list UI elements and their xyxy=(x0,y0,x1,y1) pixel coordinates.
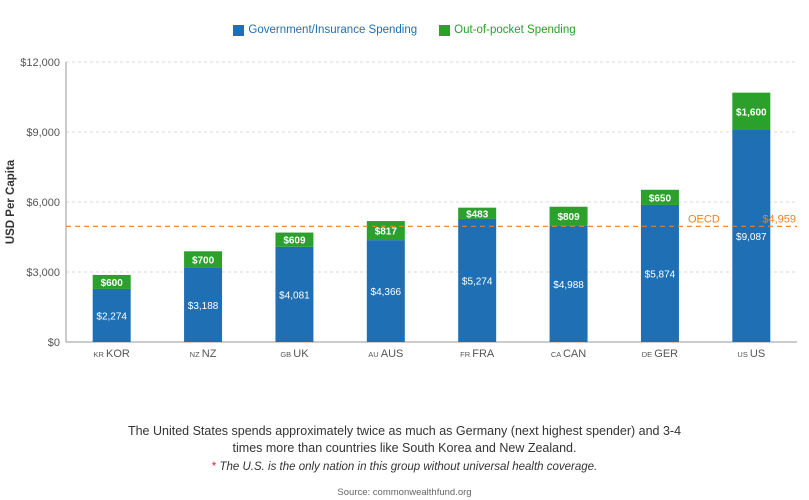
bar-government-ger xyxy=(640,204,679,342)
country-code: FR xyxy=(460,350,472,359)
bar-government-nz xyxy=(184,267,223,342)
bar-government-fra xyxy=(458,218,497,342)
x-tick-label: NZ NZ xyxy=(190,348,217,360)
data-label-government: $2,274 xyxy=(96,311,127,322)
data-label-government: $4,988 xyxy=(553,280,584,291)
bar-government-us xyxy=(732,129,771,342)
data-label-out-of-pocket: $650 xyxy=(649,193,672,204)
data-label-government: $5,274 xyxy=(462,276,493,287)
oecd-reference-value: $4,959 xyxy=(762,213,796,225)
y-tick-label: $12,000 xyxy=(20,57,60,69)
country-code: CA xyxy=(551,350,563,359)
caption-text: The United States spends approximately t… xyxy=(127,424,682,455)
y-tick-label: $6,000 xyxy=(26,197,60,209)
bar-out-of-pocket-can xyxy=(549,206,588,226)
chart-source: Source: commonwealthfund.org xyxy=(337,487,472,498)
x-tick-label: KR KOR xyxy=(94,348,130,360)
bar-out-of-pocket-nz xyxy=(184,251,223,268)
country-code: NZ xyxy=(190,350,202,359)
data-label-out-of-pocket: $600 xyxy=(101,278,124,289)
x-tick-label: FR FRA xyxy=(460,348,495,360)
country-code: DE xyxy=(642,350,655,359)
chart-footnote: * The U.S. is the only nation in this gr… xyxy=(0,461,809,473)
legend-label-government: Government/Insurance Spending xyxy=(248,24,418,36)
x-tick-label: AU AUS xyxy=(368,348,403,360)
y-tick-label: $0 xyxy=(48,337,60,349)
x-tick-label: DE GER xyxy=(642,348,678,360)
bar-out-of-pocket-kor xyxy=(92,274,131,289)
footnote-asterisk: * xyxy=(211,461,217,473)
data-label-government: $4,366 xyxy=(371,287,402,298)
country-label: US xyxy=(750,348,765,360)
legend-label-out-of-pocket: Out-of-pocket Spending xyxy=(454,24,576,36)
country-label: KOR xyxy=(106,348,130,360)
data-label-out-of-pocket: $700 xyxy=(192,255,215,266)
country-label: GER xyxy=(654,348,678,360)
data-label-government: $9,087 xyxy=(736,232,767,243)
bar-out-of-pocket-ger xyxy=(640,189,679,205)
legend-swatch-government xyxy=(233,24,245,36)
y-axis-title: USD Per Capita xyxy=(5,159,17,244)
country-label: NZ xyxy=(202,348,217,360)
country-label: AUS xyxy=(381,348,404,360)
legend-item-government[interactable]: Government/Insurance Spending xyxy=(233,24,417,36)
x-tick-label: US US xyxy=(737,348,765,360)
bar-government-kor xyxy=(92,288,131,342)
data-label-out-of-pocket: $817 xyxy=(375,227,398,238)
country-code: KR xyxy=(94,350,107,359)
country-label: CAN xyxy=(563,348,586,360)
chart-legend: Government/Insurance Spending Out-of-poc… xyxy=(0,24,809,36)
data-label-out-of-pocket: $609 xyxy=(283,236,306,247)
y-tick-label: $9,000 xyxy=(26,127,60,139)
data-label-out-of-pocket: $1,600 xyxy=(736,107,767,118)
country-code: GB xyxy=(280,350,293,359)
x-tick-label: GB UK xyxy=(280,348,309,360)
bar-out-of-pocket-fra xyxy=(458,207,497,219)
stacked-bar-chart: $0 $3,000 $6,000 $9,000 $12,000 USD Per Capit… xyxy=(5,57,797,360)
footnote-text: The U.S. is the only nation in this grou… xyxy=(219,461,598,473)
legend-swatch-out-of-pocket xyxy=(439,24,451,36)
bar-government-uk xyxy=(275,246,314,342)
bar-government-can xyxy=(549,225,588,342)
bar-out-of-pocket-us xyxy=(732,92,771,130)
oecd-reference-label: OECD xyxy=(688,213,720,225)
legend-item-out-of-pocket[interactable]: Out-of-pocket Spending xyxy=(439,24,576,36)
y-tick-label: $3,000 xyxy=(26,267,60,279)
chart-caption: The United States spends approximately t… xyxy=(0,423,809,457)
bar-government-aus xyxy=(366,240,405,342)
country-code: AU xyxy=(368,350,381,359)
data-label-government: $4,081 xyxy=(279,290,310,301)
country-code: US xyxy=(737,350,750,359)
data-label-out-of-pocket: $809 xyxy=(557,212,580,223)
country-label: UK xyxy=(293,348,309,360)
x-tick-label: CA CAN xyxy=(551,348,586,360)
bar-out-of-pocket-uk xyxy=(275,232,314,247)
data-label-government: $3,188 xyxy=(188,301,219,312)
data-label-government: $5,874 xyxy=(645,269,676,280)
data-label-out-of-pocket: $483 xyxy=(466,209,489,220)
country-label: FRA xyxy=(472,348,495,360)
